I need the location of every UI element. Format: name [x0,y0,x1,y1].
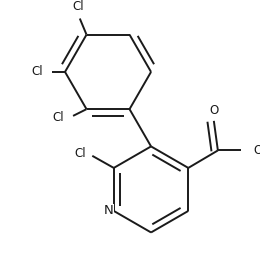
Text: Cl: Cl [74,147,86,160]
Text: N: N [103,204,113,217]
Text: O: O [254,144,260,157]
Text: O: O [209,104,218,117]
Text: Cl: Cl [53,111,64,124]
Text: Cl: Cl [73,0,84,13]
Text: Cl: Cl [31,65,43,78]
